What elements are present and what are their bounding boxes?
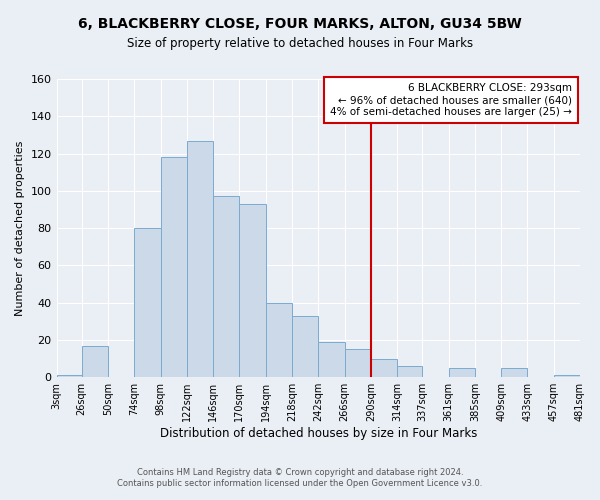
Text: Size of property relative to detached houses in Four Marks: Size of property relative to detached ho… xyxy=(127,38,473,51)
Y-axis label: Number of detached properties: Number of detached properties xyxy=(15,140,25,316)
Bar xyxy=(318,342,344,377)
Text: 6 BLACKBERRY CLOSE: 293sqm
← 96% of detached houses are smaller (640)
4% of semi: 6 BLACKBERRY CLOSE: 293sqm ← 96% of deta… xyxy=(330,84,572,116)
Bar xyxy=(371,358,397,377)
Bar xyxy=(344,350,371,377)
Text: Contains HM Land Registry data © Crown copyright and database right 2024.
Contai: Contains HM Land Registry data © Crown c… xyxy=(118,468,482,487)
X-axis label: Distribution of detached houses by size in Four Marks: Distribution of detached houses by size … xyxy=(160,427,477,440)
Text: 6, BLACKBERRY CLOSE, FOUR MARKS, ALTON, GU34 5BW: 6, BLACKBERRY CLOSE, FOUR MARKS, ALTON, … xyxy=(78,18,522,32)
Bar xyxy=(82,346,108,377)
Bar xyxy=(213,196,239,377)
Bar xyxy=(56,376,82,377)
Bar xyxy=(134,228,161,377)
Bar xyxy=(397,366,422,377)
Bar xyxy=(161,158,187,377)
Bar xyxy=(292,316,318,377)
Bar xyxy=(266,302,292,377)
Bar xyxy=(554,376,580,377)
Bar xyxy=(449,368,475,377)
Bar xyxy=(187,140,213,377)
Bar xyxy=(501,368,527,377)
Bar xyxy=(239,204,266,377)
